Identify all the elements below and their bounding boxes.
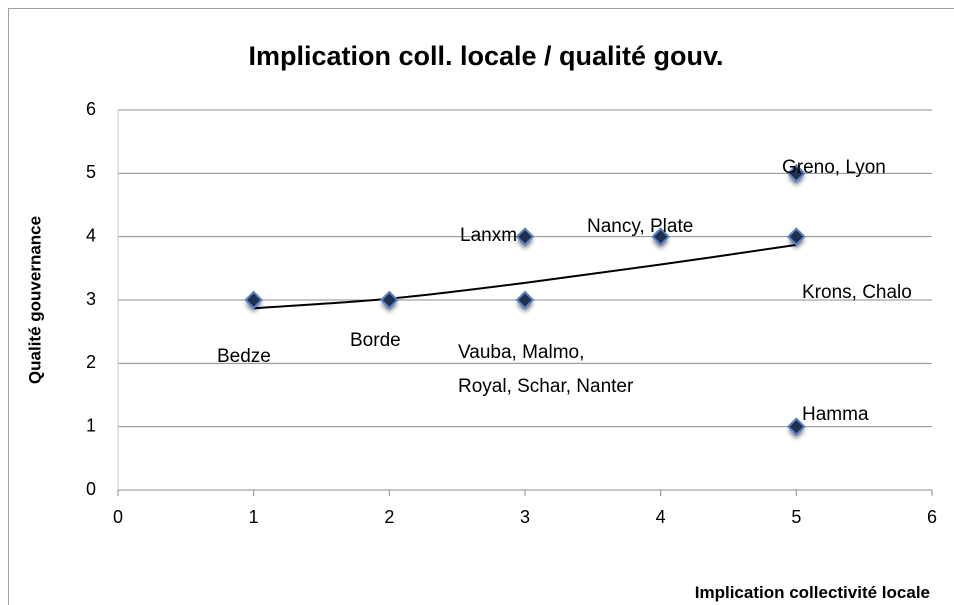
x-tick-label: 5: [791, 507, 801, 527]
point-annotation: Royal, Schar, Nanter: [458, 376, 634, 397]
point-marker: [515, 227, 535, 247]
x-axis-label: Implication collectivité locale: [695, 583, 930, 602]
x-tick-label: 0: [113, 507, 123, 527]
point-marker: [515, 290, 535, 310]
x-tick-label: 4: [656, 507, 666, 527]
point-annotation: Greno, Lyon: [782, 157, 886, 178]
point-marker: [786, 417, 806, 437]
point: [786, 417, 806, 439]
y-tick-label: 4: [86, 225, 96, 245]
point-annotation: Lanxm: [460, 225, 517, 246]
point: [786, 163, 806, 186]
point: [651, 227, 671, 249]
point-marker: [244, 290, 264, 310]
point: [786, 227, 806, 249]
y-axis-label: Qualité gouvernance: [25, 216, 44, 384]
point-marker: [786, 163, 806, 183]
point-annotation: Krons, Chalo: [802, 282, 912, 303]
y-tick-label: 6: [86, 99, 96, 119]
x-tick-label: 2: [384, 507, 394, 527]
trendline: [253, 243, 797, 310]
chart-title: Implication coll. locale / qualité gouv.: [248, 41, 723, 71]
point-annotation: Vauba, Malmo,: [458, 342, 584, 363]
x-tick-label: 3: [520, 507, 530, 527]
point-marker: [379, 290, 399, 310]
point: [244, 290, 264, 312]
point-annotation: Bedze: [217, 346, 271, 367]
x-tick-label: 1: [249, 507, 259, 527]
point-marker: [651, 227, 671, 247]
x-tick-label: 6: [927, 507, 937, 527]
point-annotation: Borde: [350, 330, 401, 351]
chart-frame: [8, 8, 954, 605]
point: [515, 227, 535, 249]
point-annotation: Hamma: [802, 404, 869, 425]
y-tick-label: 5: [86, 162, 96, 182]
point-marker: [786, 227, 806, 247]
y-tick-label: 0: [86, 479, 96, 499]
y-tick-label: 1: [86, 415, 96, 435]
point: [515, 290, 535, 312]
y-tick-label: 2: [86, 352, 96, 372]
y-tick-label: 3: [86, 289, 96, 309]
point-annotation: Nancy, Plate: [587, 216, 693, 237]
point: [379, 290, 399, 312]
